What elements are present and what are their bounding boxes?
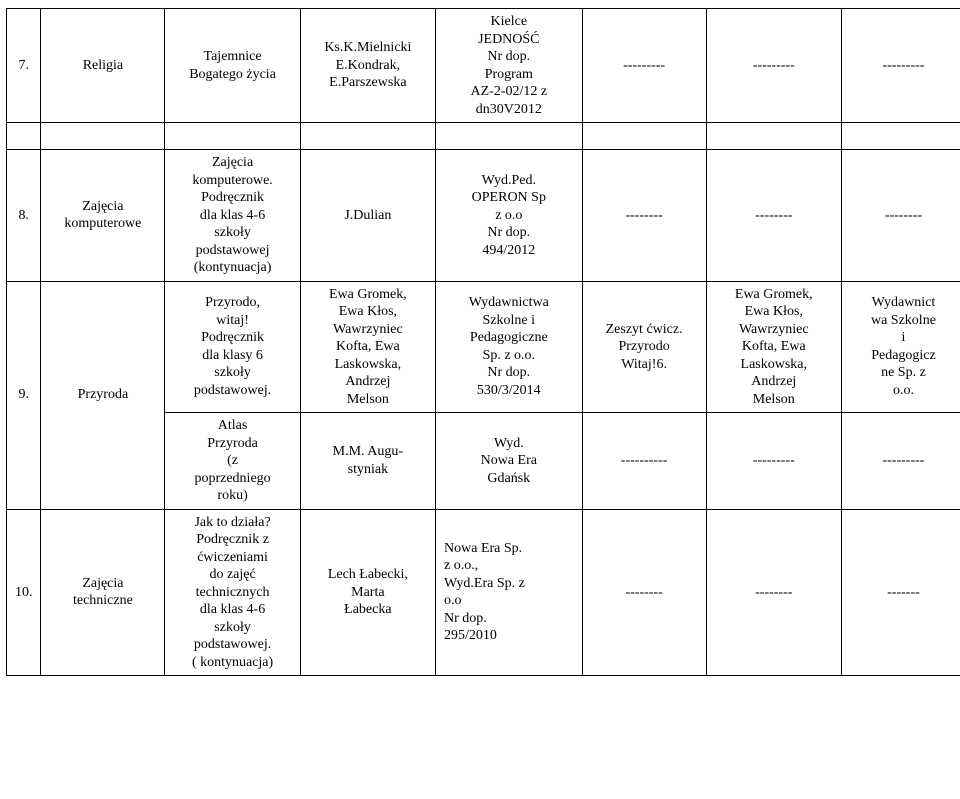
cell-author: Ewa Gromek,Ewa Kłos,WawrzyniecKofta, Ewa… [300,281,435,413]
cell-extra-2: --------- [706,9,841,123]
cell-book: Przyrodo,witaj!Podręcznikdla klasy 6szko… [165,281,300,413]
cell-extra-1: ---------- [582,413,706,510]
cell-publisher: Wyd.Ped.OPERON Spz o.oNr dop.494/2012 [436,150,583,282]
cell-subject: Zajęciatechniczne [41,509,165,676]
cell-subject: Przyroda [41,281,165,509]
cell-author: Ks.K.MielnickiE.Kondrak,E.Parszewska [300,9,435,123]
table-row: 8. Zajęciakomputerowe Zajęciakomputerowe… [7,150,960,282]
cell-publisher: WydawnictwaSzkolne iPedagogiczneSp. z o.… [436,281,583,413]
cell-book: Zajęciakomputerowe.Podręcznikdla klas 4-… [165,150,300,282]
cell-book: TajemniceBogatego życia [165,9,300,123]
cell-author: J.Dulian [300,150,435,282]
cell-author: M.M. Augu-styniak [300,413,435,510]
cell-extra-1: -------- [582,150,706,282]
cell-extra-3: ------- [841,509,960,676]
cell-extra-2: -------- [706,509,841,676]
cell-book: Jak to działa?Podręcznik zćwiczeniamido … [165,509,300,676]
spacer-row [7,123,960,150]
cell-extra-1: --------- [582,9,706,123]
cell-publisher: KielceJEDNOŚĆNr dop.ProgramAZ-2-02/12 zd… [436,9,583,123]
cell-extra-3: -------- [841,150,960,282]
cell-extra-3: --------- [841,413,960,510]
cell-num: 10. [7,509,41,676]
cell-subject: Zajęciakomputerowe [41,150,165,282]
cell-subject: Religia [41,9,165,123]
cell-num: 9. [7,281,41,509]
cell-num: 7. [7,9,41,123]
table-row: 9. Przyroda Przyrodo,witaj!Podręcznikdla… [7,281,960,413]
cell-extra-1: Zeszyt ćwicz.PrzyrodoWitaj!6. [582,281,706,413]
cell-publisher: Wyd.Nowa EraGdańsk [436,413,583,510]
cell-book: AtlasPrzyroda(zpoprzedniegoroku) [165,413,300,510]
cell-extra-1: -------- [582,509,706,676]
cell-author: Lech Łabecki,MartaŁabecka [300,509,435,676]
table-row: 10. Zajęciatechniczne Jak to działa?Podr… [7,509,960,676]
textbook-table: 7. Religia TajemniceBogatego życia Ks.K.… [6,8,960,676]
cell-extra-2: --------- [706,413,841,510]
cell-extra-2: -------- [706,150,841,282]
cell-publisher: Nowa Era Sp.z o.o.,Wyd.Era Sp. zo.oNr do… [436,509,583,676]
cell-num: 8. [7,150,41,282]
table-row: 7. Religia TajemniceBogatego życia Ks.K.… [7,9,960,123]
cell-extra-3: --------- [841,9,960,123]
cell-extra-3: Wydawnictwa SzkolneiPedagogiczne Sp. zo.… [841,281,960,413]
cell-extra-2: Ewa Gromek,Ewa Kłos,WawrzyniecKofta, Ewa… [706,281,841,413]
